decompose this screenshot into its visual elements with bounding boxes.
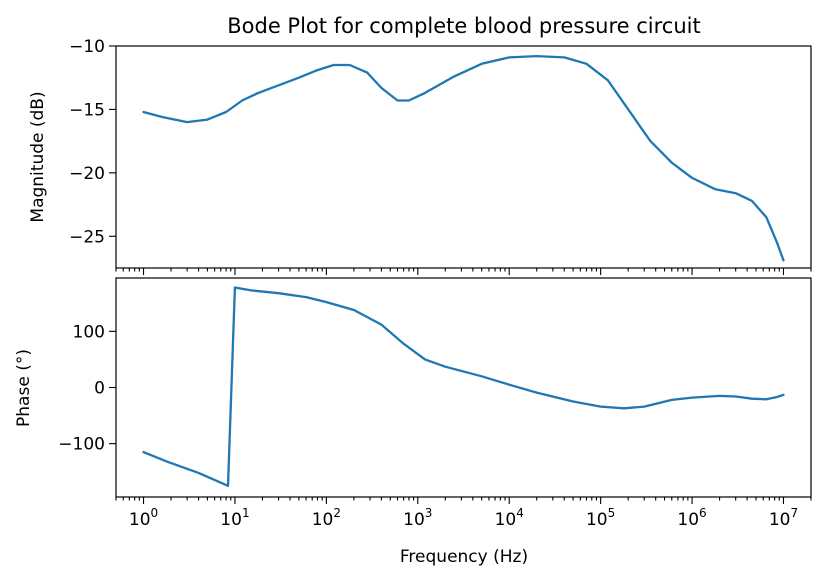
magnitude-y-tick-label: −20 [69,164,105,184]
phase-y-tick-label: 100 [73,322,105,342]
magnitude-series-line [142,54,785,262]
magnitude-series-group [142,54,785,262]
magnitude-axes-frame [115,45,812,269]
chart-title: Bode Plot for complete blood pressure ci… [227,14,700,38]
x-tick-label: 106 [677,506,706,530]
magnitude-y-axis-label: Magnitude (dB) [28,91,48,222]
x-tick-label: 101 [220,506,249,530]
phase-series-group [142,286,785,487]
magnitude-y-tick-label: −25 [69,227,105,247]
phase-subplot: Phase (°) Frequency (Hz) 100 101 102 103 104… [14,277,812,567]
phase-series-line [142,286,785,487]
magnitude-subplot: Bode Plot for complete blood pressure ci… [28,14,812,275]
phase-y-tick-label: 0 [94,379,105,399]
phase-axes-frame [115,277,812,498]
x-tick-label: 107 [769,506,798,530]
magnitude-y-tick-label: −10 [69,37,105,57]
phase-y-tick-label: −100 [58,435,105,455]
phase-y-axis-label: Phase (°) [14,349,34,427]
magnitude-y-tick-label: −15 [69,100,105,120]
x-axis-label: Frequency (Hz) [400,547,528,567]
